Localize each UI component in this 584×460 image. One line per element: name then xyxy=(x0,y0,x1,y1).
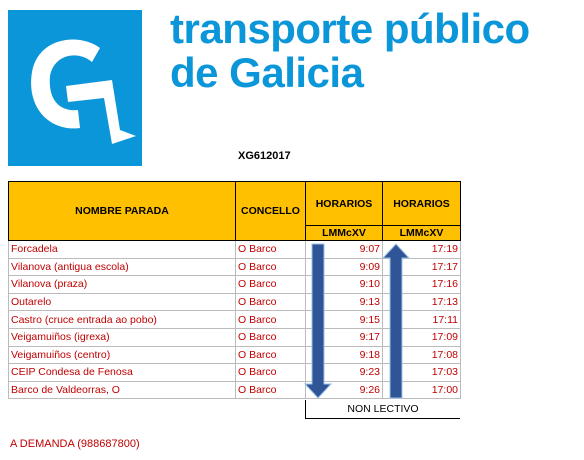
municipality: O Barco xyxy=(235,345,306,365)
table-body: Forcadela O Barco 9:07 17:19 Vilanova (antig… xyxy=(8,240,461,400)
stop-name: Outarelo xyxy=(8,292,236,312)
stop-name: Barco de Valdeorras, O xyxy=(8,380,236,400)
stop-row: Forcadela O Barco 9:07 17:19 xyxy=(8,240,461,259)
stop-row: Vilanova (praza) O Barco 9:10 17:16 xyxy=(8,275,461,294)
time: 17:08 xyxy=(382,345,461,365)
stop-name: CEIP Condesa de Fenosa xyxy=(8,363,236,382)
stop-name: Vilanova (praza) xyxy=(8,275,236,294)
stop-name: Forcadela xyxy=(8,240,236,259)
col-header: HORARIOS xyxy=(382,181,461,226)
logo xyxy=(8,10,142,166)
municipality: O Barco xyxy=(235,275,306,294)
municipality: O Barco xyxy=(235,240,306,259)
time: 17:03 xyxy=(382,363,461,382)
stop-row: Veigamuiños (igrexa) O Barco 9:17 17:09 xyxy=(8,327,461,347)
footer: A DEMANDA (988687800) xyxy=(10,438,140,450)
time: 9:13 xyxy=(305,292,383,312)
route-code: XG612017 xyxy=(238,150,291,162)
municipality: O Barco xyxy=(235,292,306,312)
municipality: O Barco xyxy=(235,257,306,277)
stop-name: Castro (cruce entrada ao pobo) xyxy=(8,310,236,329)
brand-line-2: de Galicia xyxy=(170,49,364,96)
time: 9:07 xyxy=(305,240,383,259)
col-header: NOMBRE PARADA xyxy=(8,181,236,241)
stop-name: Vilanova (antigua escola) xyxy=(8,257,236,277)
time: 17:09 xyxy=(382,327,461,347)
time: 9:09 xyxy=(305,257,383,277)
time: 17:00 xyxy=(382,380,461,400)
days-header: LMMcXV xyxy=(305,225,383,241)
stop-row: CEIP Condesa de Fenosa O Barco 9:23 17:03 xyxy=(8,363,461,382)
stop-name: Veigamuiños (igrexa) xyxy=(8,327,236,347)
stop-row: Outarelo O Barco 9:13 17:13 xyxy=(8,292,461,312)
time: 9:17 xyxy=(305,327,383,347)
time: 17:11 xyxy=(382,310,461,329)
time: 9:15 xyxy=(305,310,383,329)
stop-row: Castro (cruce entrada ao pobo) O Barco 9:1… xyxy=(8,310,461,329)
timetable: NOMBRE PARADA CONCELLO HORARIOS HORARIOS… xyxy=(8,181,461,400)
stop-row: Veigamuiños (centro) O Barco 9:18 17:08 xyxy=(8,345,461,365)
time: 17:16 xyxy=(382,275,461,294)
time: 17:19 xyxy=(382,240,461,259)
note: NON LECTIVO xyxy=(305,400,460,419)
time: 9:26 xyxy=(305,380,383,400)
municipality: O Barco xyxy=(235,310,306,329)
col-header: HORARIOS xyxy=(305,181,383,226)
municipality: O Barco xyxy=(235,327,306,347)
logo-g-bar xyxy=(66,80,136,144)
col-header: CONCELLO xyxy=(235,181,306,241)
time: 17:17 xyxy=(382,257,461,277)
time: 9:23 xyxy=(305,363,383,382)
municipality: O Barco xyxy=(235,380,306,400)
brand-line-1: transporte público xyxy=(170,5,530,52)
municipality: O Barco xyxy=(235,363,306,382)
time: 9:10 xyxy=(305,275,383,294)
time: 9:18 xyxy=(305,345,383,365)
stop-row: Vilanova (antigua escola) O Barco 9:09 17:1… xyxy=(8,257,461,277)
days-header: LMMcXV xyxy=(382,225,461,241)
logo-g xyxy=(31,39,100,129)
stop-name: Veigamuiños (centro) xyxy=(8,345,236,365)
time: 17:13 xyxy=(382,292,461,312)
